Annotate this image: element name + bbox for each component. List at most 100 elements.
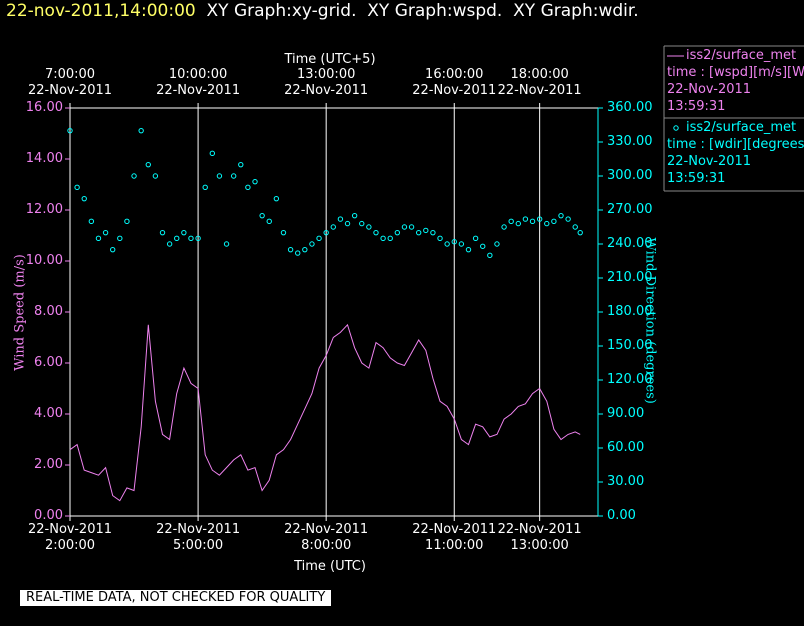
direction-point xyxy=(259,212,265,219)
direction-point xyxy=(252,178,258,185)
y2-tick-label: 180.00 xyxy=(607,304,653,319)
x2-tick-label: 10:00:00 22-Nov-2011 xyxy=(156,67,241,98)
direction-point xyxy=(67,127,73,134)
direction-point xyxy=(166,241,173,247)
direction-point xyxy=(81,195,87,202)
direction-point xyxy=(480,243,486,249)
x2-tick-label: 7:00:00 22-Nov-2011 xyxy=(27,67,113,98)
direction-point xyxy=(102,229,109,236)
direction-point xyxy=(145,161,151,168)
y2-tick-label: 150.00 xyxy=(607,338,653,353)
direction-point xyxy=(159,229,166,236)
direction-point xyxy=(238,161,244,168)
y2-tick-label: 210.00 xyxy=(607,270,653,285)
quality-note: REAL-TIME DATA, NOT CHECKED FOR QUALITY xyxy=(20,590,332,606)
y-tick-label: 0.00 xyxy=(34,508,63,523)
legend-text: 22-Nov-2011 xyxy=(667,154,752,169)
direction-point xyxy=(124,218,130,225)
direction-point xyxy=(344,220,351,227)
direction-point xyxy=(295,250,301,256)
direction-point xyxy=(423,227,429,234)
x-tick-label: 22-Nov-2011 2:00:00 xyxy=(27,522,113,553)
direction-point xyxy=(437,235,443,242)
direction-point xyxy=(109,246,116,253)
y2-tick-label: 360.00 xyxy=(607,100,653,115)
x-axis-label: Time (UTC) xyxy=(294,559,366,574)
direction-point xyxy=(373,229,379,236)
y2-tick-label: 330.00 xyxy=(607,134,653,149)
legend-text: time : [wspd][m/s][Wind xyxy=(667,65,804,80)
direction-point xyxy=(544,220,550,227)
direction-point xyxy=(394,229,401,236)
direction-point xyxy=(558,212,564,219)
y2-tick-label: 120.00 xyxy=(607,372,653,387)
direction-point xyxy=(536,216,543,222)
speed-line xyxy=(69,323,581,502)
x-tick-label: 22-Nov-2011 13:00:00 xyxy=(497,522,582,553)
direction-point xyxy=(408,224,415,230)
x-tick-label: 22-Nov-2011 8:00:00 xyxy=(284,522,369,553)
x2-tick-label: 16:00:00 22-Nov-2011 xyxy=(412,67,497,98)
direction-point xyxy=(74,184,80,191)
x-tick-label: 22-Nov-2011 11:00:00 xyxy=(412,522,497,553)
direction-point xyxy=(280,229,287,236)
y-tick-label: 8.00 xyxy=(34,304,63,319)
direction-point xyxy=(451,239,457,245)
direction-point xyxy=(430,229,436,236)
direction-point xyxy=(577,229,583,236)
y-tick-label: 4.00 xyxy=(34,406,63,421)
direction-point xyxy=(323,229,329,236)
y2-tick-label: 270.00 xyxy=(607,202,653,217)
direction-point xyxy=(181,229,187,236)
direction-point xyxy=(380,235,386,242)
direction-point xyxy=(444,241,450,247)
direction-point xyxy=(266,218,272,225)
direction-point xyxy=(359,220,365,227)
direction-point xyxy=(494,241,500,247)
header-title: XY Graph:xy-grid. XY Graph:wspd. XY Grap… xyxy=(206,1,639,21)
x-tick-label: 22-Nov-2011 5:00:00 xyxy=(156,522,241,553)
legend-entry: iss2/surface_met xyxy=(686,48,797,63)
direction-point xyxy=(273,195,280,202)
direction-point xyxy=(465,246,472,253)
y2-tick-label: 60.00 xyxy=(607,440,645,455)
y-tick-label: 2.00 xyxy=(34,457,63,472)
direction-point xyxy=(501,224,507,230)
direction-point xyxy=(572,224,578,230)
y-tick-label: 10.00 xyxy=(25,253,63,268)
direction-point xyxy=(458,241,465,247)
direction-point xyxy=(195,235,201,242)
y2-tick-label: 300.00 xyxy=(607,168,653,183)
direction-point xyxy=(131,173,137,179)
direction-point xyxy=(95,235,102,242)
direction-point xyxy=(152,173,159,179)
direction-point xyxy=(522,216,529,222)
direction-point xyxy=(117,235,123,242)
y-tick-label: 6.00 xyxy=(34,355,63,370)
direction-point xyxy=(472,235,479,242)
direction-point xyxy=(565,216,571,222)
direction-point xyxy=(245,184,251,191)
direction-point xyxy=(366,224,372,230)
direction-point xyxy=(529,218,536,225)
direction-point xyxy=(230,173,237,179)
legend-entry: iss2/surface_met xyxy=(686,120,797,135)
direction-point xyxy=(508,218,514,225)
legend-text: 13:59:31 xyxy=(667,171,726,186)
y2-tick-label: 0.00 xyxy=(607,508,636,523)
direction-point xyxy=(515,220,522,227)
direction-point xyxy=(309,241,315,247)
legend-text: time : [wdir][degrees][V xyxy=(667,137,804,152)
direction-point xyxy=(88,218,95,225)
direction-point xyxy=(551,218,557,225)
y-tick-label: 14.00 xyxy=(25,151,63,166)
direction-point xyxy=(223,241,230,247)
direction-point xyxy=(415,229,422,236)
direction-point xyxy=(188,235,194,242)
direction-point xyxy=(287,246,294,253)
x2-axis-label: Time (UTC+5) xyxy=(284,52,376,67)
direction-point xyxy=(387,235,393,242)
x2-tick-label: 13:00:00 22-Nov-2011 xyxy=(284,67,369,98)
direction-point xyxy=(351,212,358,219)
